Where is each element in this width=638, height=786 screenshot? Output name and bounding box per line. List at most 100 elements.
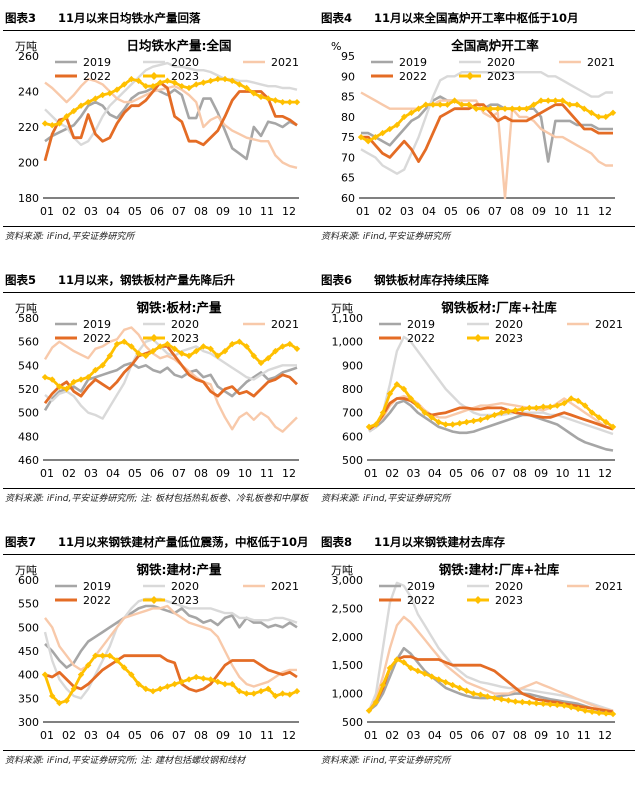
series-line-2019 (43, 361, 298, 411)
y-unit-label: 万吨 (15, 564, 37, 577)
data-point-2023 (372, 698, 380, 706)
y-tick-label: 1,100 (332, 312, 364, 325)
x-tick-label: 08 (510, 205, 524, 218)
data-point-2023 (250, 90, 257, 97)
data-point-2023 (588, 708, 596, 715)
legend-label-2020: 2020 (487, 56, 515, 69)
x-tick-label: 04 (106, 729, 120, 742)
x-tick-label: 10 (555, 467, 569, 480)
x-tick-label: 12 (598, 205, 612, 218)
header-rule (319, 30, 635, 31)
data-point-2023 (595, 709, 603, 717)
data-point-2023 (470, 417, 477, 425)
x-tick-label: 03 (84, 467, 98, 480)
source-rule (319, 750, 635, 751)
x-tick-label: 01 (364, 467, 378, 480)
legend-label-2021: 2021 (595, 580, 623, 593)
data-point-2023 (106, 652, 113, 659)
y-tick-label: 550 (18, 598, 39, 611)
x-tick-label: 03 (84, 205, 98, 218)
data-point-2023 (85, 98, 92, 106)
data-point-2023 (595, 414, 603, 421)
figure-number: 图表4 (321, 11, 353, 25)
legend-label-2020: 2020 (495, 318, 523, 331)
series-line-2020 (44, 338, 297, 420)
figure-number: 图表3 (5, 11, 37, 25)
data-point-2023 (400, 385, 408, 393)
x-tick-label: 11 (577, 729, 591, 742)
y-unit-label: 万吨 (331, 564, 353, 577)
data-point-2023 (477, 691, 484, 698)
series-line-2021 (43, 326, 298, 433)
x-tick-label: 06 (470, 467, 484, 480)
data-point-2023 (41, 120, 49, 127)
data-point-2023 (272, 97, 279, 104)
chart-title: 日均铁水产量:全国 (127, 38, 232, 53)
y-tick-label: 65 (341, 172, 355, 185)
legend-label-2022: 2022 (83, 70, 111, 83)
x-tick-label: 05 (444, 205, 458, 218)
source-rule (319, 226, 635, 227)
y-unit-label: 万吨 (15, 40, 37, 53)
legend-marker-2023 (474, 596, 482, 604)
x-tick-label: 08 (513, 467, 527, 480)
data-point-2023 (484, 693, 491, 700)
data-point-2023 (41, 671, 49, 678)
data-point-2023 (494, 105, 501, 112)
chart-panel-fig7: 图表7 11月以来钢铁建材产量低位震荡，中枢低于10月 资料来源: iFind,平安… (3, 524, 319, 786)
legend-label-2020: 2020 (171, 318, 199, 331)
x-tick-label: 08 (194, 205, 208, 218)
data-point-2023 (56, 699, 63, 707)
header-rule (319, 554, 635, 555)
data-point-2023 (552, 97, 559, 104)
data-point-2023 (214, 75, 221, 83)
data-point-2023 (442, 679, 449, 686)
data-point-2023 (609, 109, 617, 116)
x-tick-label: 05 (449, 467, 463, 480)
series-line-2022 (44, 654, 298, 693)
data-point-2023 (519, 698, 526, 706)
data-point-2023 (449, 421, 456, 428)
data-point-2023 (200, 79, 207, 86)
data-point-2023 (463, 418, 470, 426)
legend-marker-2023 (150, 72, 158, 80)
data-point-2023 (113, 657, 121, 664)
data-point-2023 (92, 366, 99, 374)
data-point-2023 (56, 120, 63, 127)
series-line-2019 (361, 95, 613, 163)
legend-label-2021: 2021 (271, 56, 299, 69)
data-point-2023 (265, 95, 272, 102)
source-note: 资料来源: iFind,平安证券研究所 (321, 232, 451, 242)
data-point-2023 (505, 408, 512, 415)
figure-caption: 钢铁板材库存持续压降 (374, 273, 490, 287)
data-point-2023 (63, 113, 70, 120)
line-chart: 万吨 钢铁:板材:产量 460 480 500 520 540 560 580 01 02 03 04 0… (15, 300, 301, 480)
y-tick-label: 90 (341, 70, 355, 83)
data-point-2023 (357, 133, 365, 141)
data-point-2023 (414, 667, 421, 675)
legend-label-2023: 2023 (171, 594, 199, 607)
data-point-2023 (588, 109, 595, 116)
x-tick-label: 06 (150, 467, 164, 480)
y-tick-label: 350 (18, 692, 39, 705)
data-point-2023 (229, 77, 236, 85)
y-tick-label: 560 (18, 336, 39, 349)
source-note: 资料来源: iFind,平安证券研究所; 注: 板材包括热轧板卷、冷轧板卷和中厚… (5, 494, 309, 504)
y-tick-label: 2,000 (332, 631, 364, 644)
y-tick-label: 500 (18, 621, 39, 634)
data-point-2023 (77, 376, 85, 383)
series-line-2022 (43, 81, 298, 162)
x-tick-label: 09 (216, 205, 230, 218)
data-point-2023 (207, 77, 214, 85)
data-point-2023 (99, 91, 106, 99)
x-tick-label: 06 (150, 205, 164, 218)
data-point-2023 (49, 376, 56, 383)
x-tick-label: 05 (128, 729, 142, 742)
header-rule (319, 292, 635, 293)
x-tick-label: 07 (492, 467, 506, 480)
x-tick-label: 04 (106, 467, 120, 480)
y-tick-label: 900 (342, 359, 363, 372)
data-point-2023 (121, 664, 128, 671)
y-tick-label: 400 (18, 669, 39, 682)
data-point-2023 (473, 105, 480, 112)
